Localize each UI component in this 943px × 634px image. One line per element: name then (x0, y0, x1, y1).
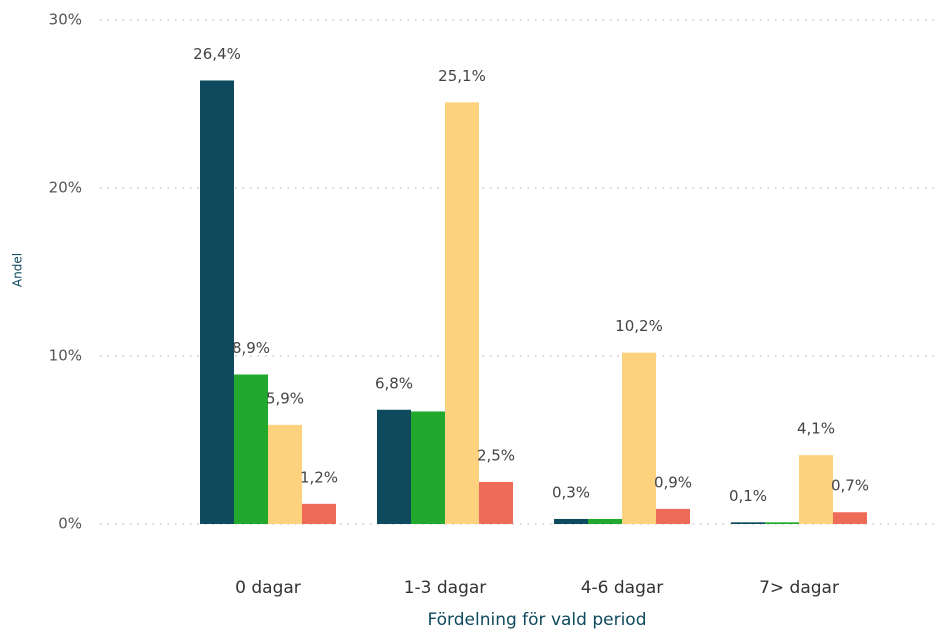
bar (479, 482, 513, 524)
bar (799, 455, 833, 524)
value-label: 26,4% (193, 45, 241, 63)
y-tick-label: 30% (49, 11, 82, 29)
value-label: 0,3% (552, 483, 590, 501)
value-label: 5,9% (266, 389, 304, 407)
value-label: 6,8% (375, 374, 413, 392)
x-tick-label: 4-6 dagar (581, 578, 664, 598)
value-label: 2,5% (477, 447, 515, 465)
x-tick-label: 1-3 dagar (404, 578, 487, 598)
value-label: 1,2% (300, 468, 338, 486)
x-tick-label: 0 dagar (235, 578, 301, 598)
bar (588, 518, 622, 524)
x-tick-label: 7> dagar (759, 578, 839, 598)
bar (377, 409, 411, 524)
bar (445, 102, 479, 524)
value-label: 0,7% (831, 477, 869, 495)
bar (200, 80, 234, 524)
y-axis-title: Andel (11, 253, 25, 287)
value-label: 0,9% (654, 473, 692, 491)
bar (411, 411, 445, 524)
value-label: 4,1% (797, 420, 835, 438)
bar (833, 512, 867, 524)
y-tick-label: 0% (58, 515, 82, 533)
value-label: 0,1% (729, 487, 767, 505)
bar (731, 522, 765, 524)
bar (554, 518, 588, 524)
y-tick-label: 20% (49, 179, 82, 197)
bar (234, 374, 268, 524)
bar (302, 503, 336, 524)
bar (765, 522, 799, 524)
value-label: 25,1% (438, 67, 486, 85)
bar (268, 424, 302, 524)
x-axis-title: Fördelning för vald period (427, 610, 646, 630)
value-label: 10,2% (615, 317, 663, 335)
bar (622, 352, 656, 524)
y-tick-label: 10% (49, 347, 82, 365)
bar (656, 508, 690, 524)
value-label: 8,9% (232, 339, 270, 357)
